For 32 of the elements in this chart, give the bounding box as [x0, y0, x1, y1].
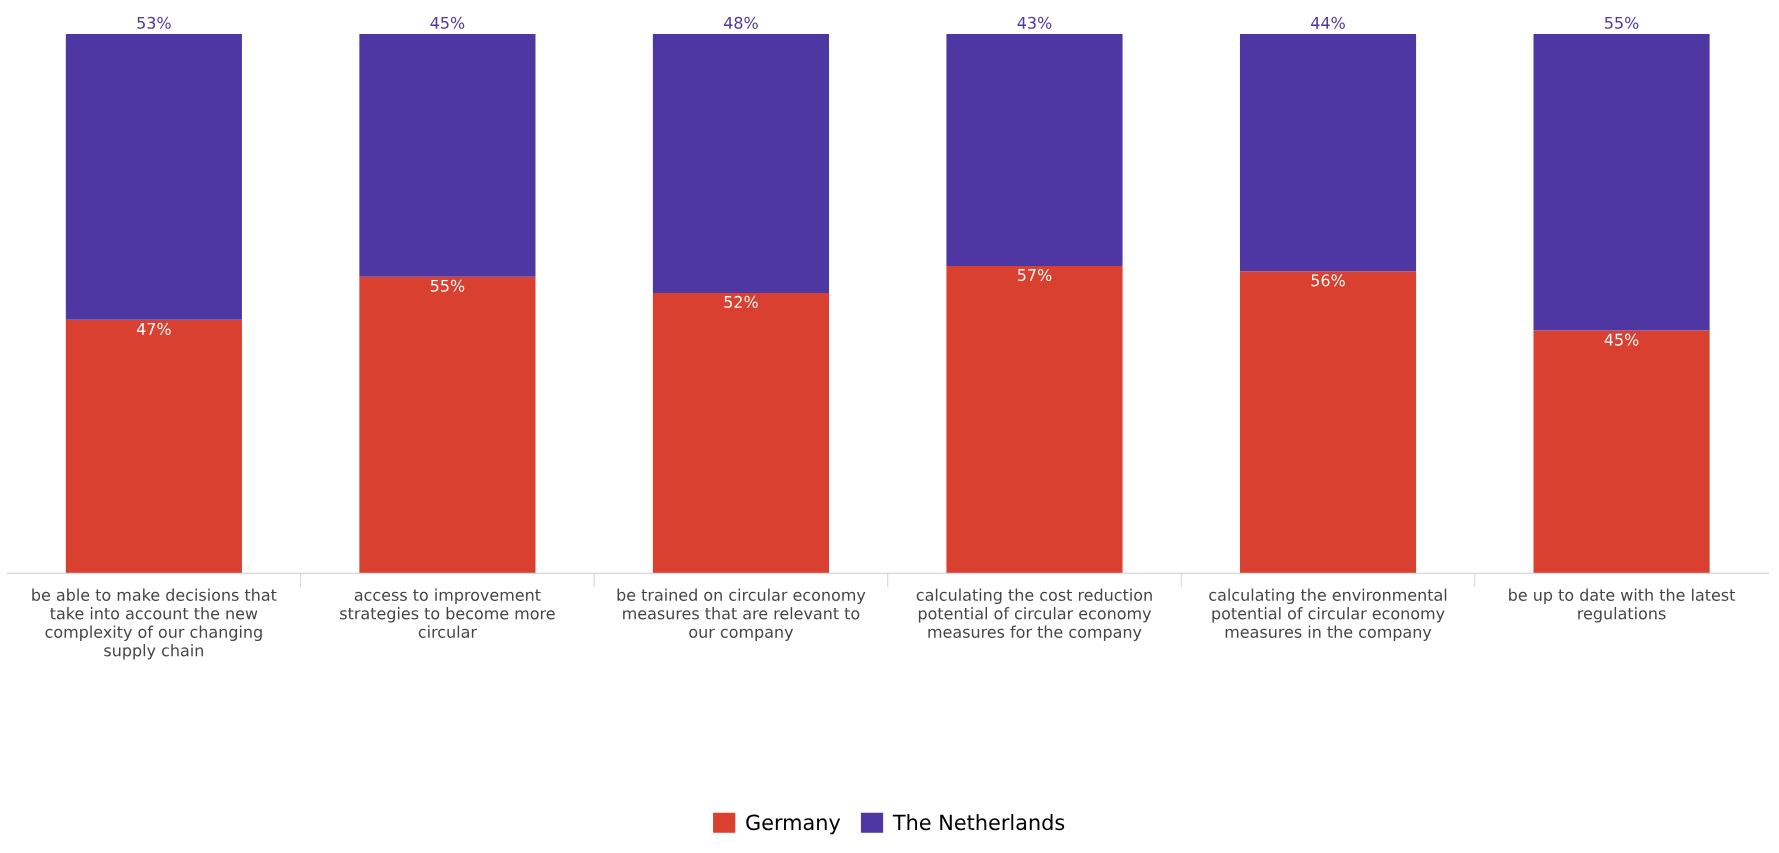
bar: [65, 319, 242, 574]
data-label: 44%: [1311, 16, 1345, 29]
bar: [65, 34, 242, 320]
x-tick-label: be able to make decisions that take into account the new complexity of our changing supply chain: [32, 588, 277, 660]
bar: [1239, 271, 1417, 574]
legend-label: The Netherlands: [892, 814, 1065, 831]
data-label: 47%: [136, 322, 171, 335]
bar: [946, 265, 1123, 574]
data-label: 56%: [1311, 274, 1345, 287]
x-tick-label: calculating the cost reduction potential of circular economy measures for the company: [916, 588, 1152, 642]
x-tick-label: calculating the environmental potential of circular economy measures in the company: [1209, 588, 1447, 642]
data-label: 53%: [137, 16, 171, 29]
data-label: 57%: [1017, 268, 1052, 281]
data-label: 55%: [430, 279, 465, 292]
bar: [1239, 34, 1417, 272]
bar: [652, 292, 830, 574]
data-label: 48%: [723, 16, 758, 29]
legend-label: Germany: [746, 814, 841, 835]
x-tick-label: access to improvement strategies to become more circular: [340, 588, 555, 638]
data-label: 45%: [1604, 333, 1639, 346]
data-label: 45%: [430, 16, 465, 29]
x-tick-label: be trained on circular economy measures that are relevant to our company: [617, 588, 866, 642]
data-label: 52%: [724, 295, 758, 308]
bar: [1533, 34, 1710, 331]
x-tick-label: be up to date with the latest regulations: [1509, 588, 1736, 623]
bar: [359, 276, 536, 574]
data-label: 55%: [1605, 16, 1639, 29]
bar: [359, 34, 536, 277]
data-label: 43%: [1017, 16, 1052, 29]
bar: [946, 34, 1123, 266]
bar: [1533, 330, 1710, 574]
bar: [652, 34, 830, 293]
